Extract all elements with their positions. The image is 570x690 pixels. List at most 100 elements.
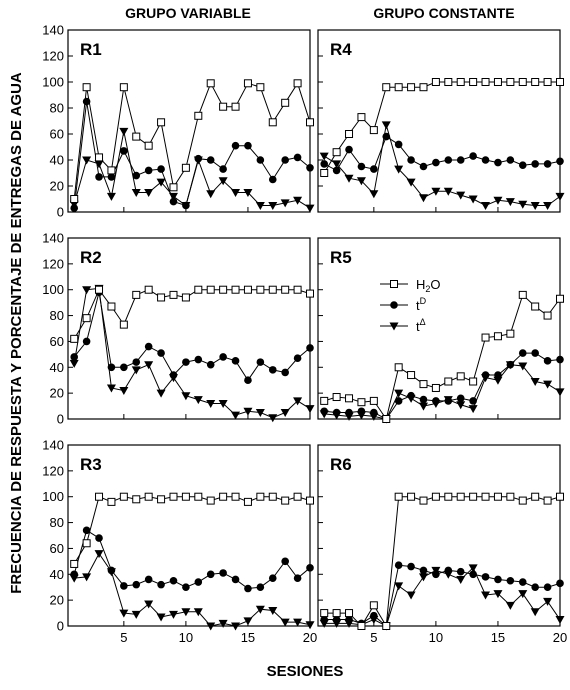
- data-point-td: [345, 145, 353, 154]
- data-point-h2o: [231, 492, 240, 501]
- data-point-h2o: [95, 285, 104, 294]
- data-point-tδ: [394, 165, 404, 174]
- data-point-tδ: [406, 178, 416, 187]
- data-point-tδ: [493, 196, 503, 205]
- data-point-h2o: [469, 492, 478, 501]
- data-point-h2o: [369, 396, 378, 405]
- data-point-tδ: [481, 591, 491, 600]
- data-point-h2o: [531, 492, 540, 501]
- data-point-tδ: [555, 388, 565, 397]
- data-point-td: [281, 368, 289, 377]
- panel-r6: 5 10 15 20 R6: [317, 444, 567, 645]
- data-point-h2o: [119, 492, 128, 501]
- data-point-td: [293, 153, 302, 162]
- data-point-tδ: [280, 409, 290, 418]
- data-point-td: [407, 391, 415, 400]
- legend-marker-2: [389, 322, 399, 331]
- data-point-td: [481, 371, 490, 379]
- data-point-tδ: [181, 392, 191, 401]
- data-point-td: [182, 201, 190, 210]
- data-point-td: [231, 575, 240, 584]
- data-point-h2o: [70, 334, 79, 343]
- data-point-h2o: [320, 609, 329, 618]
- data-point-h2o: [444, 377, 453, 386]
- x-tick-label: 20: [553, 630, 567, 645]
- data-point-td: [306, 344, 314, 352]
- data-point-h2o: [194, 492, 203, 501]
- data-point-h2o: [456, 372, 465, 381]
- data-point-h2o: [357, 622, 366, 630]
- data-point-h2o: [219, 492, 228, 501]
- data-point-tδ: [319, 152, 329, 161]
- data-point-tδ: [530, 378, 540, 387]
- data-point-td: [120, 147, 128, 155]
- data-point-tδ: [168, 192, 178, 201]
- data-point-td: [494, 371, 502, 379]
- data-point-h2o: [345, 130, 354, 138]
- data-point-h2o: [506, 492, 515, 501]
- data-point-tδ: [94, 160, 104, 169]
- data-point-td: [531, 583, 539, 592]
- data-point-td: [206, 570, 215, 579]
- data-point-h2o: [556, 492, 564, 501]
- data-point-td: [231, 357, 240, 365]
- data-point-h2o: [493, 332, 502, 341]
- data-point-td: [382, 132, 391, 141]
- data-point-td: [132, 358, 141, 366]
- panel-r4: R4: [317, 29, 565, 213]
- data-point-td: [256, 583, 265, 592]
- data-point-h2o: [394, 492, 403, 501]
- panel-label: R2: [80, 248, 102, 267]
- data-point-h2o: [431, 78, 440, 86]
- data-point-h2o: [268, 118, 277, 127]
- data-point-td: [320, 407, 329, 416]
- data-point-tδ: [394, 389, 404, 398]
- data-point-td: [481, 573, 490, 581]
- data-point-td: [370, 611, 378, 620]
- data-point-h2o: [70, 195, 79, 203]
- data-point-tδ: [456, 191, 466, 200]
- y-tick-label: 140: [42, 23, 64, 38]
- legend-marker-0: [390, 280, 398, 288]
- legend: H2O tD tΔ: [380, 277, 441, 334]
- data-point-h2o: [357, 398, 366, 407]
- data-point-h2o: [194, 285, 203, 294]
- data-point-h2o: [407, 371, 416, 380]
- data-point-tδ: [280, 618, 290, 627]
- data-point-tδ: [131, 189, 141, 197]
- data-point-tδ: [406, 591, 416, 600]
- data-point-td: [306, 564, 314, 572]
- data-point-h2o: [456, 492, 465, 501]
- data-point-td: [132, 580, 141, 589]
- data-point-td: [268, 366, 277, 374]
- data-point-h2o: [306, 118, 314, 127]
- data-point-tδ: [418, 402, 428, 411]
- data-point-td: [556, 579, 564, 588]
- y-tick-label: 120: [42, 49, 64, 64]
- data-point-h2o: [268, 285, 277, 294]
- data-point-h2o: [157, 495, 166, 504]
- data-point-h2o: [431, 492, 440, 501]
- data-point-td: [370, 408, 378, 417]
- data-point-tδ: [468, 564, 478, 573]
- y-tick-label: 0: [57, 205, 64, 220]
- y-tick-label: 40: [50, 153, 64, 168]
- y-tick-label: 20: [50, 179, 64, 194]
- data-point-tδ: [305, 405, 315, 414]
- data-point-tδ: [518, 590, 528, 599]
- data-point-td: [444, 397, 453, 405]
- data-point-td: [95, 534, 103, 542]
- y-tick-label: 120: [42, 463, 64, 478]
- y-tick-label: 100: [42, 75, 64, 90]
- panel-label: R6: [330, 455, 352, 474]
- data-point-td: [357, 162, 366, 171]
- data-point-td: [469, 397, 477, 405]
- data-point-td: [219, 353, 227, 361]
- data-point-tδ: [218, 619, 228, 628]
- x-tick-label: 10: [179, 630, 193, 645]
- data-point-tδ: [119, 127, 129, 136]
- y-tick-label: 100: [42, 489, 64, 504]
- data-point-tδ: [456, 401, 466, 410]
- data-point-h2o: [70, 559, 79, 568]
